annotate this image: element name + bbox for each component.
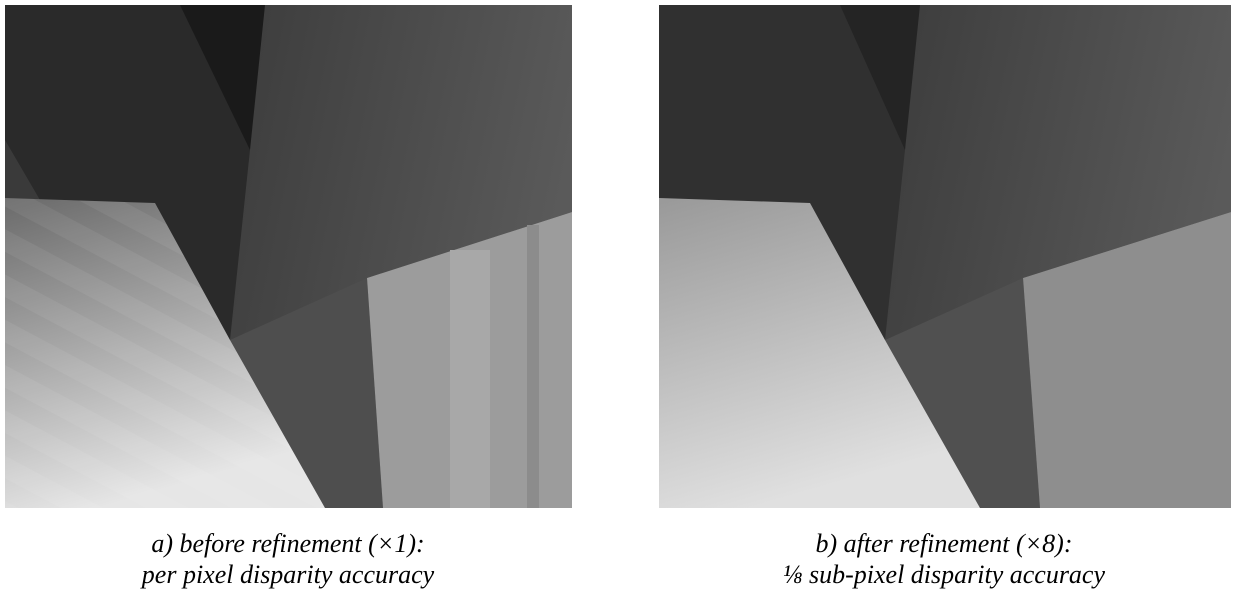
caption-line: a) before refinement (×1): xyxy=(151,529,424,558)
caption-line: b) after refinement (×8): xyxy=(815,529,1072,558)
page: a) before refinement (×1): per pixel dis… xyxy=(0,0,1233,599)
figure: a) before refinement (×1): per pixel dis… xyxy=(0,0,1233,599)
caption-line: ⅛ sub-pixel disparity accuracy xyxy=(783,560,1105,589)
image-a xyxy=(5,5,572,508)
image-b xyxy=(659,5,1231,508)
caption-line: per pixel disparity accuracy xyxy=(140,560,435,589)
